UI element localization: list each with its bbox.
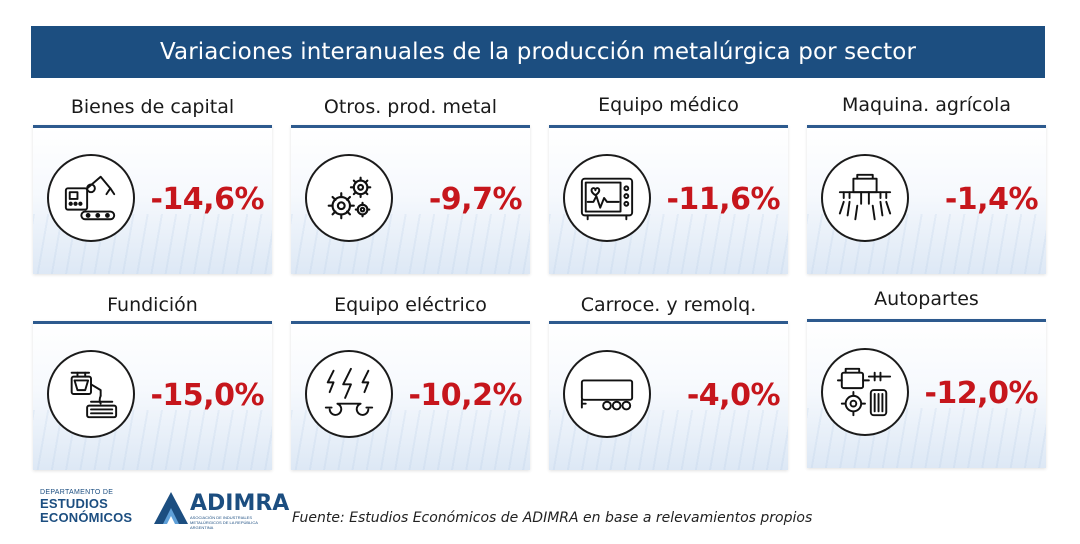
variation-value: -1,4% [944, 182, 1039, 217]
sector-card: -12,0% [807, 319, 1046, 468]
dept-line1: ESTUDIOS [40, 496, 109, 511]
foundry-crucible-icon [47, 350, 135, 438]
sector-label: Maquina. agrícola [842, 94, 1011, 116]
sector-label: Equipo médico [598, 94, 739, 116]
sector-label: Otros. prod. metal [323, 96, 498, 118]
title-banner: Variaciones interanuales de la producció… [31, 26, 1045, 78]
sector-card: -14,6% [33, 125, 272, 274]
adimra-brand: ADIMRA [190, 491, 290, 516]
trailer-icon [563, 350, 651, 438]
heart-monitor-icon [563, 154, 651, 242]
engine-parts-icon [821, 348, 909, 436]
sector-card: -11,6% [549, 125, 788, 274]
variation-value: -14,6% [150, 182, 264, 217]
dept-small-label: DEPARTAMENTO DE [40, 489, 114, 496]
gears-icon [305, 154, 393, 242]
sector-card: -4,0% [549, 321, 788, 470]
dept-line2: ECONÓMICOS [40, 510, 133, 525]
sector-card: -15,0% [33, 321, 272, 470]
sector-label: Autopartes [874, 288, 979, 310]
sector-label: Fundición [107, 294, 198, 316]
sector-label: Bienes de capital [70, 96, 235, 118]
variation-value: -10,2% [408, 378, 522, 413]
variation-value: -15,0% [150, 378, 264, 413]
page-title: Variaciones interanuales de la producció… [159, 39, 917, 65]
estudios-economicos-logo: DEPARTAMENTO DE ESTUDIOS ECONÓMICOS [40, 489, 132, 525]
variation-value: -11,6% [666, 182, 780, 217]
variation-value: -12,0% [924, 376, 1038, 411]
sector-label: Equipo eléctrico [334, 294, 487, 316]
sector-card: -10,2% [291, 321, 530, 470]
source-note: Fuente: Estudios Económicos de ADIMRA en… [292, 510, 813, 526]
variation-value: -4,0% [686, 378, 781, 413]
variation-value: -9,7% [428, 182, 523, 217]
adimra-logo-icon [154, 492, 188, 524]
lightning-wrench-icon [305, 350, 393, 438]
sector-card: -9,7% [291, 125, 530, 274]
tractor-sprayer-icon [821, 154, 909, 242]
adimra-brand-subtitle: ASOCIACIÓN DE INDUSTRIALES METALÚRGICOS … [190, 515, 258, 530]
robot-arm-icon [47, 154, 135, 242]
sector-card: -1,4% [807, 125, 1046, 274]
sector-label: Carroce. y remolq. [580, 294, 757, 316]
